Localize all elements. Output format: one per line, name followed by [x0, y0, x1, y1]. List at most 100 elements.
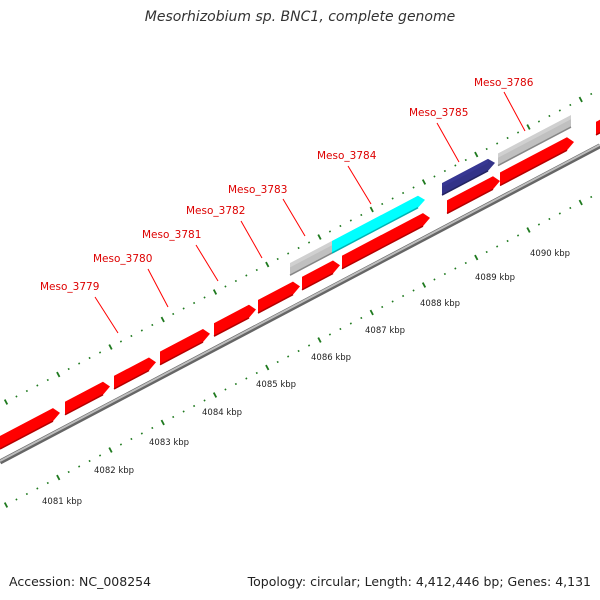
minor-tick — [558, 109, 561, 112]
gene-arrow-body — [302, 260, 340, 290]
minor-tick — [276, 360, 279, 364]
minor-tick — [25, 389, 28, 393]
minor-tick — [496, 245, 499, 248]
gene-feature-navy-shine — [442, 158, 488, 188]
gene-arrow-shine — [258, 281, 293, 305]
minor-tick — [307, 344, 311, 347]
major-tick — [3, 502, 9, 508]
gene-arrow — [0, 408, 60, 450]
minor-tick — [255, 371, 258, 375]
gene-arrow-edge — [499, 149, 568, 187]
gene-feature-grey-edge — [289, 252, 333, 276]
gene-callout: Meso_3781 — [142, 229, 219, 282]
gene-callout: Meso_3783 — [228, 184, 306, 237]
gene-feature-cyan-body — [332, 195, 425, 254]
minor-tick — [349, 322, 352, 325]
major-tick — [578, 199, 583, 206]
major-tick — [317, 337, 322, 343]
minor-tick — [516, 131, 520, 134]
minor-tick — [151, 426, 154, 430]
callout-leader-line — [347, 165, 372, 205]
minor-tick — [464, 261, 467, 265]
gene-feature-grey-2-shine — [498, 115, 571, 158]
gene-label: Meso_3786 — [474, 77, 534, 89]
gene-arrow-body — [0, 408, 60, 449]
minor-tick — [36, 487, 39, 490]
minor-tick — [130, 334, 133, 338]
genome-summary-text: Topology: circular; Length: 4,412,446 bp… — [247, 574, 591, 589]
minor-tick — [548, 114, 551, 118]
gene-callout: Meso_3785 — [409, 107, 468, 163]
gene-label: Meso_3780 — [93, 253, 152, 265]
gene-arrow-shine — [0, 408, 53, 441]
minor-tick — [307, 241, 311, 244]
feature-track — [0, 115, 600, 450]
gene-arrow — [159, 329, 210, 366]
outer-tick-track — [3, 92, 593, 405]
gene-arrow — [301, 260, 340, 291]
minor-tick — [328, 333, 332, 336]
major-tick — [369, 309, 374, 316]
minor-tick — [119, 340, 123, 343]
gene-arrow — [341, 213, 430, 270]
scale-label: 4089 kbp — [475, 273, 515, 283]
scale-label: 4085 kbp — [256, 380, 296, 390]
major-tick — [317, 234, 322, 240]
minor-tick — [297, 349, 300, 353]
minor-tick — [402, 294, 405, 298]
major-tick — [369, 206, 374, 213]
minor-tick — [245, 274, 248, 277]
inner-tick-track — [3, 195, 593, 508]
gene-callout: Meso_3784 — [317, 150, 377, 205]
major-tick — [3, 399, 9, 405]
minor-tick — [172, 415, 175, 419]
minor-tick — [506, 239, 509, 243]
gene-label: Meso_3783 — [228, 184, 287, 196]
gene-arrow-body — [258, 281, 300, 314]
minor-tick — [590, 92, 593, 96]
gene-label: Meso_3784 — [317, 150, 377, 162]
minor-tick — [506, 136, 509, 140]
major-tick — [56, 474, 61, 481]
minor-tick — [381, 202, 384, 206]
minor-tick — [569, 103, 572, 107]
gene-callout: Meso_3779 — [40, 281, 119, 334]
minor-tick — [224, 285, 227, 288]
gene-feature-navy-body — [442, 158, 495, 196]
minor-tick — [151, 323, 154, 327]
gene-feature-navy-edge — [441, 170, 489, 196]
minor-tick — [454, 164, 457, 167]
minor-tick — [119, 443, 123, 446]
minor-tick — [496, 142, 499, 145]
minor-tick — [78, 362, 81, 365]
major-tick — [212, 289, 218, 295]
gene-arrow-body — [342, 213, 430, 269]
minor-tick — [391, 197, 394, 200]
gene-arrow-edge — [341, 225, 424, 270]
gene-feature-cyan-shine — [332, 195, 418, 246]
callout-leader-line — [282, 198, 306, 237]
gene-arrow — [64, 381, 110, 416]
gene-feature-cyan-edge — [331, 207, 419, 254]
minor-tick — [46, 378, 49, 382]
minor-tick — [391, 300, 394, 303]
minor-tick — [88, 356, 91, 360]
gene-arrow — [595, 119, 600, 136]
gene-label: Meso_3781 — [142, 229, 201, 241]
callout-leader-line — [436, 122, 460, 163]
gene-arrow-body — [65, 381, 110, 415]
gene-label: Meso_3785 — [409, 107, 468, 119]
minor-tick — [130, 437, 133, 441]
callout-leader-line — [195, 244, 219, 282]
gene-arrow-shine — [214, 304, 249, 328]
minor-tick — [485, 250, 488, 254]
minor-tick — [15, 498, 18, 501]
minor-tick — [558, 212, 561, 215]
gene-callout: Meso_3782 — [186, 205, 263, 259]
major-tick — [526, 124, 531, 130]
minor-tick — [433, 175, 436, 178]
minor-tick — [443, 169, 446, 173]
major-tick — [474, 254, 479, 261]
gene-arrow — [213, 304, 256, 337]
